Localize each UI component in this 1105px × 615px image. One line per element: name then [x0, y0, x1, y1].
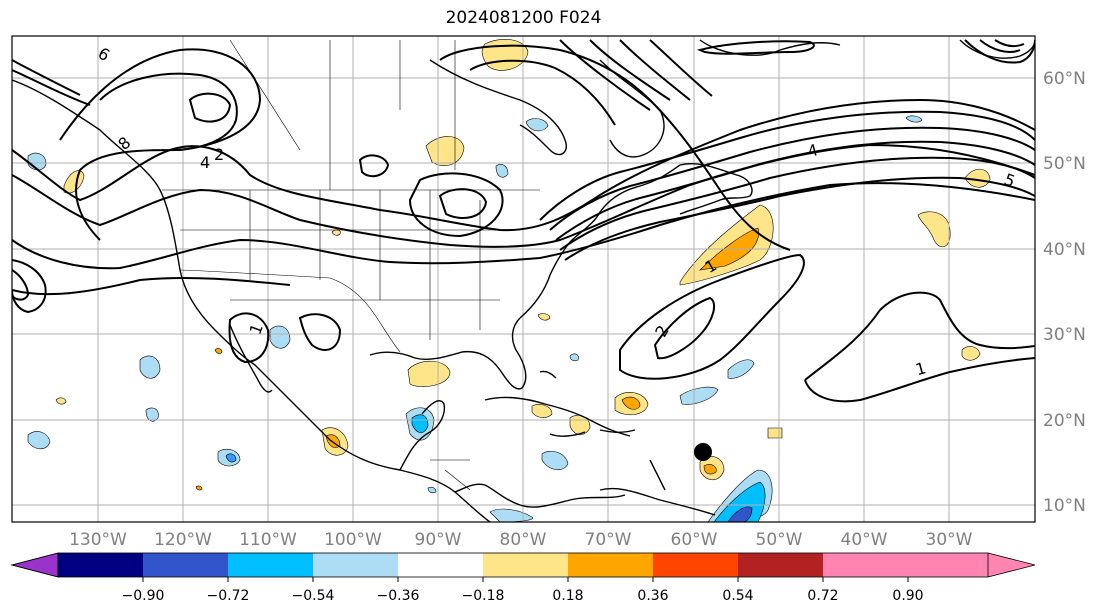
colorbar-tick-label: 0.54 [722, 588, 753, 604]
colorbar-extend-low [10, 552, 59, 578]
lat-label: 60°N [1043, 69, 1086, 89]
lon-label: 40°W [841, 530, 888, 550]
location-marker [694, 443, 712, 461]
contour-label: 4 [805, 140, 820, 161]
contour-lines [12, 39, 1035, 403]
colorbar-segment [313, 553, 398, 577]
colorbar-tick-label: 0.36 [637, 588, 668, 604]
longitude-labels: 130°W 120°W 110°W 100°W 90°W 80°W 70°W 6… [69, 530, 973, 550]
lat-label: 40°N [1043, 240, 1086, 260]
lon-label: 30°W [926, 530, 973, 550]
map-frame [11, 35, 1036, 523]
lat-label: 10°N [1043, 496, 1086, 516]
contour-label: 2 [214, 145, 224, 164]
colorbar-segment [823, 553, 908, 577]
colorbar-segment [738, 553, 823, 577]
map-title: 2024081200 F024 [445, 8, 602, 28]
contour-label: 1 [913, 358, 928, 379]
colorbar-tick-label: −0.72 [207, 588, 250, 604]
colorbar-tick-label: −0.54 [292, 588, 335, 604]
lat-label: 50°N [1043, 154, 1086, 174]
lon-label: 90°W [415, 530, 462, 550]
lon-label: 130°W [69, 530, 127, 550]
colorbar-tick-label: −0.18 [462, 588, 505, 604]
lon-label: 100°W [324, 530, 382, 550]
colorbar-segment [398, 553, 483, 577]
colorbar-tick-label: −0.90 [122, 588, 165, 604]
gridlines [12, 36, 1035, 522]
colorbar-outline [987, 552, 1036, 578]
lat-label: 30°N [1043, 325, 1086, 345]
latitude-labels: 60°N 50°N 40°N 30°N 20°N 10°N [1043, 69, 1086, 516]
colorbar-tick-label: 0.18 [552, 588, 583, 604]
colorbar-segment [228, 553, 313, 577]
lon-label: 80°W [500, 530, 547, 550]
colorbar-segment [653, 553, 738, 577]
contour-label: 4 [200, 153, 210, 172]
lon-label: 110°W [239, 530, 297, 550]
colorbar-ticks [142, 577, 909, 582]
colorbar-segment [143, 553, 228, 577]
lat-label: 20°N [1043, 411, 1086, 431]
colorbar-segment [483, 553, 568, 577]
colorbar: −0.90 −0.72 −0.54 −0.36 −0.18 0.18 0.36 … [10, 552, 1036, 604]
colorbar-tick-label: 0.72 [807, 588, 838, 604]
map-plot-area: 1 2 1 1 2 4 5 4 6 8 [12, 36, 1035, 522]
lon-label: 70°W [585, 530, 632, 550]
lon-label: 50°W [756, 530, 803, 550]
colorbar-segment [58, 553, 143, 577]
lon-label: 60°W [671, 530, 718, 550]
coastlines [12, 39, 1035, 522]
colorbar-tick-label: −0.36 [377, 588, 420, 604]
colorbar-extend-high [908, 553, 1035, 577]
colorbar-outline [57, 552, 989, 578]
colorbar-outline [10, 552, 59, 578]
colorbar-segment [568, 553, 653, 577]
lon-label: 120°W [154, 530, 212, 550]
colorbar-tick-label: 0.90 [892, 588, 923, 604]
